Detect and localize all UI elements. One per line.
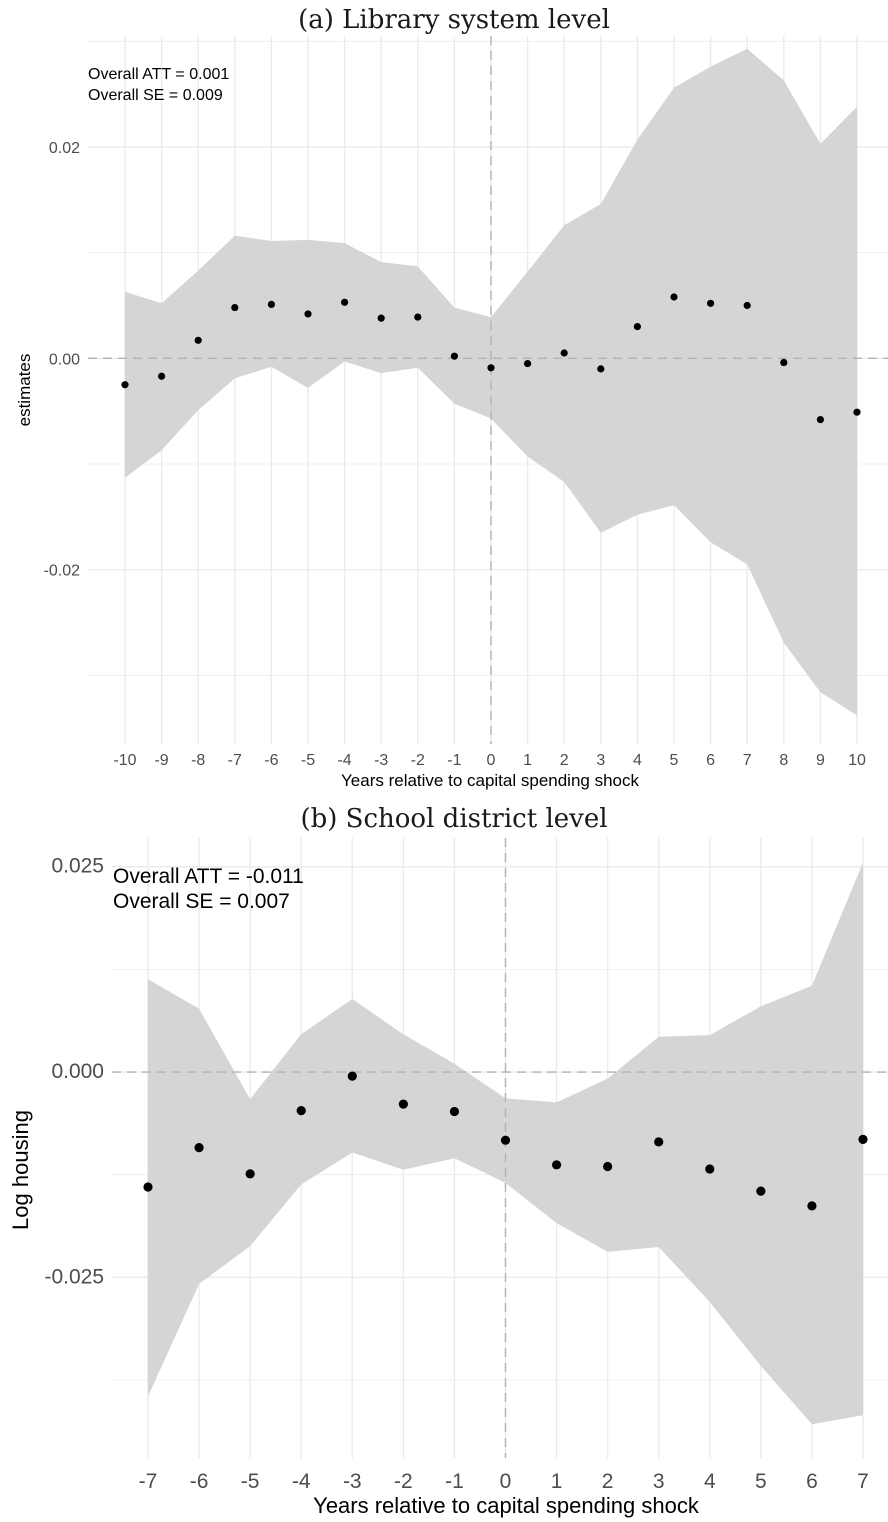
estimate-point (398, 1099, 408, 1109)
estimate-point (756, 1186, 766, 1196)
x-tick-label: 4 (633, 752, 642, 769)
panel-b-title: (b) School district level (300, 804, 607, 834)
estimate-point (449, 1106, 460, 1117)
estimate-point (450, 352, 458, 360)
x-tick-label: 3 (653, 1470, 665, 1493)
panel-b-x-ticks: -7 -6 -5 -4 -3 -2 -1 0 1 2 3 4 5 6 7 (139, 1470, 869, 1493)
estimate-point (705, 1164, 715, 1174)
panel-a-att-annotation: Overall ATT = 0.001 (88, 66, 229, 83)
x-tick-label: 1 (523, 752, 532, 769)
x-tick-label: 3 (596, 752, 605, 769)
x-tick-label: 0 (500, 1470, 512, 1493)
estimate-point (121, 381, 129, 389)
panel-a-points (121, 293, 861, 424)
panel-b-reference-lines (112, 838, 888, 1458)
x-tick-label: -7 (139, 1470, 158, 1493)
x-tick-label: 6 (806, 1470, 818, 1493)
x-tick-label: 4 (704, 1470, 716, 1493)
estimate-point (231, 303, 239, 312)
x-tick-label: -5 (241, 1470, 260, 1493)
estimate-point (296, 1106, 306, 1116)
estimate-point (158, 372, 166, 380)
panel-a-se-annotation: Overall SE = 0.009 (88, 87, 223, 104)
estimate-point (780, 358, 788, 367)
estimate-point (743, 301, 751, 310)
estimate-point (807, 1201, 817, 1211)
x-tick-label: -3 (374, 752, 388, 769)
estimate-point (560, 349, 568, 357)
estimate-point (304, 310, 312, 318)
y-tick-label: 0.00 (49, 351, 80, 368)
x-tick-label: 2 (602, 1470, 614, 1493)
panel-a-y-axis-title: estimates (15, 354, 34, 427)
estimate-point (858, 1134, 868, 1144)
estimate-point (654, 1137, 664, 1147)
x-tick-label: -5 (301, 752, 315, 769)
y-tick-label: -0.02 (44, 563, 81, 580)
x-tick-label: 7 (743, 752, 752, 769)
estimate-point (347, 1071, 357, 1081)
panel-a-x-axis-title: Years relative to capital spending shock (341, 771, 639, 790)
estimate-point (670, 293, 678, 301)
estimate-point (603, 1161, 613, 1172)
panel-b-x-axis-title: Years relative to capital spending shock (313, 1493, 700, 1518)
panel-library-system: (a) Library system level 0.02 0.00 -0.02 -… (15, 5, 888, 790)
panel-a-y-ticks: 0.02 0.00 -0.02 (44, 140, 81, 580)
x-tick-label: -6 (190, 1470, 209, 1493)
x-tick-label: 6 (706, 752, 715, 769)
y-tick-label: 0.02 (49, 140, 80, 157)
panel-b-y-ticks: 0.025 0.000 -0.025 (44, 855, 104, 1289)
estimate-point (245, 1169, 255, 1179)
x-tick-label: 1 (551, 1470, 563, 1493)
panel-a-title: (a) Library system level (298, 5, 610, 35)
panel-a-x-ticks: -10 -9 -8 -7 -6 -5 -4 -3 -2 -1 0 1 2 3 4 5 6 7 8 9 10 (113, 752, 866, 769)
x-tick-label: -1 (447, 752, 461, 769)
x-tick-label: -1 (445, 1470, 464, 1493)
estimate-point (707, 299, 715, 307)
panel-b-se-annotation: Overall SE = 0.007 (113, 890, 290, 913)
estimate-point (341, 298, 349, 306)
x-tick-label: -4 (292, 1470, 311, 1493)
x-tick-label: -9 (154, 752, 168, 769)
x-tick-label: -2 (394, 1470, 413, 1493)
x-tick-label: -3 (343, 1470, 362, 1493)
estimate-point (633, 322, 642, 331)
estimate-point (194, 1142, 204, 1153)
x-tick-label: 8 (779, 752, 788, 769)
y-tick-label: 0.000 (51, 1060, 104, 1083)
estimate-point (597, 365, 605, 373)
x-tick-label: 5 (670, 752, 679, 769)
x-tick-label: -10 (113, 752, 136, 769)
x-tick-label: -7 (228, 752, 242, 769)
x-tick-label: -8 (191, 752, 205, 769)
y-tick-label: -0.025 (44, 1265, 104, 1288)
estimate-point (267, 300, 275, 309)
estimate-point (414, 313, 422, 321)
estimate-point (816, 415, 825, 424)
estimate-point (194, 336, 202, 344)
estimate-point (524, 359, 532, 368)
estimate-point (551, 1160, 562, 1170)
x-tick-label: 9 (816, 752, 825, 769)
x-tick-label: 2 (560, 752, 569, 769)
x-tick-label: -4 (337, 752, 351, 769)
panel-b-y-axis-title: Log housing (8, 1110, 33, 1230)
x-tick-label: -2 (411, 752, 425, 769)
x-tick-label: -6 (264, 752, 278, 769)
x-tick-label: 0 (487, 752, 496, 769)
panel-school-district: (b) School district level 0.025 0.000 -0.0… (8, 804, 888, 1518)
x-tick-label: 7 (857, 1470, 869, 1493)
estimate-point (143, 1182, 153, 1192)
x-tick-label: 5 (755, 1470, 767, 1493)
panel-b-att-annotation: Overall ATT = -0.011 (113, 865, 304, 888)
estimate-point (500, 1135, 511, 1145)
x-tick-label: 10 (848, 752, 866, 769)
estimate-point (853, 408, 861, 416)
panel-a-reference-lines (88, 36, 888, 744)
estimate-point (487, 364, 495, 372)
y-tick-label: 0.025 (51, 855, 104, 878)
panel-b-points (143, 1071, 868, 1211)
estimate-point (377, 314, 385, 322)
